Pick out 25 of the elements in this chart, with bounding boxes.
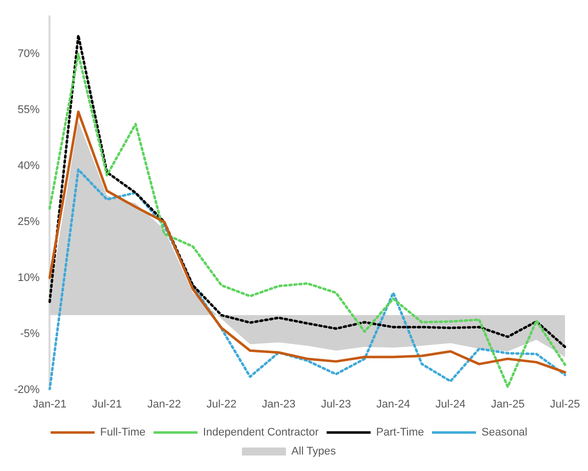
legend-label: Independent Contractor bbox=[203, 426, 319, 439]
line-series bbox=[48, 52, 566, 388]
x-tick-label: Jul-24 bbox=[436, 398, 466, 410]
line-series bbox=[48, 34, 566, 348]
x-tick-label: Jan-25 bbox=[490, 398, 525, 410]
x-tick-label: Jan-24 bbox=[376, 398, 410, 410]
x-tick-label: Jul-21 bbox=[92, 398, 122, 410]
y-tick-label: 55% bbox=[18, 104, 40, 116]
x-tick-label: Jul-22 bbox=[206, 398, 236, 410]
y-tick-label: 25% bbox=[18, 216, 40, 228]
x-tick-label: Jul-25 bbox=[550, 398, 580, 410]
x-tick-label: Jan-23 bbox=[262, 398, 296, 410]
legend-label: Full-Time bbox=[100, 426, 146, 439]
y-tick-label: -20% bbox=[14, 384, 40, 396]
y-tick-label: 40% bbox=[18, 160, 40, 172]
x-tick-label: Jul-23 bbox=[320, 398, 351, 410]
legend-label: Part-Time bbox=[376, 426, 424, 439]
y-tick-label: -5% bbox=[20, 328, 40, 340]
y-tick-label: 70% bbox=[18, 48, 40, 60]
line-series bbox=[48, 168, 566, 390]
x-tick-label: Jan-21 bbox=[32, 398, 66, 410]
x-tick-label: Jan-22 bbox=[147, 398, 182, 410]
y-tick-label: 10% bbox=[18, 272, 40, 284]
legend-label: Seasonal bbox=[482, 426, 528, 439]
legend-label: All Types bbox=[291, 446, 336, 458]
